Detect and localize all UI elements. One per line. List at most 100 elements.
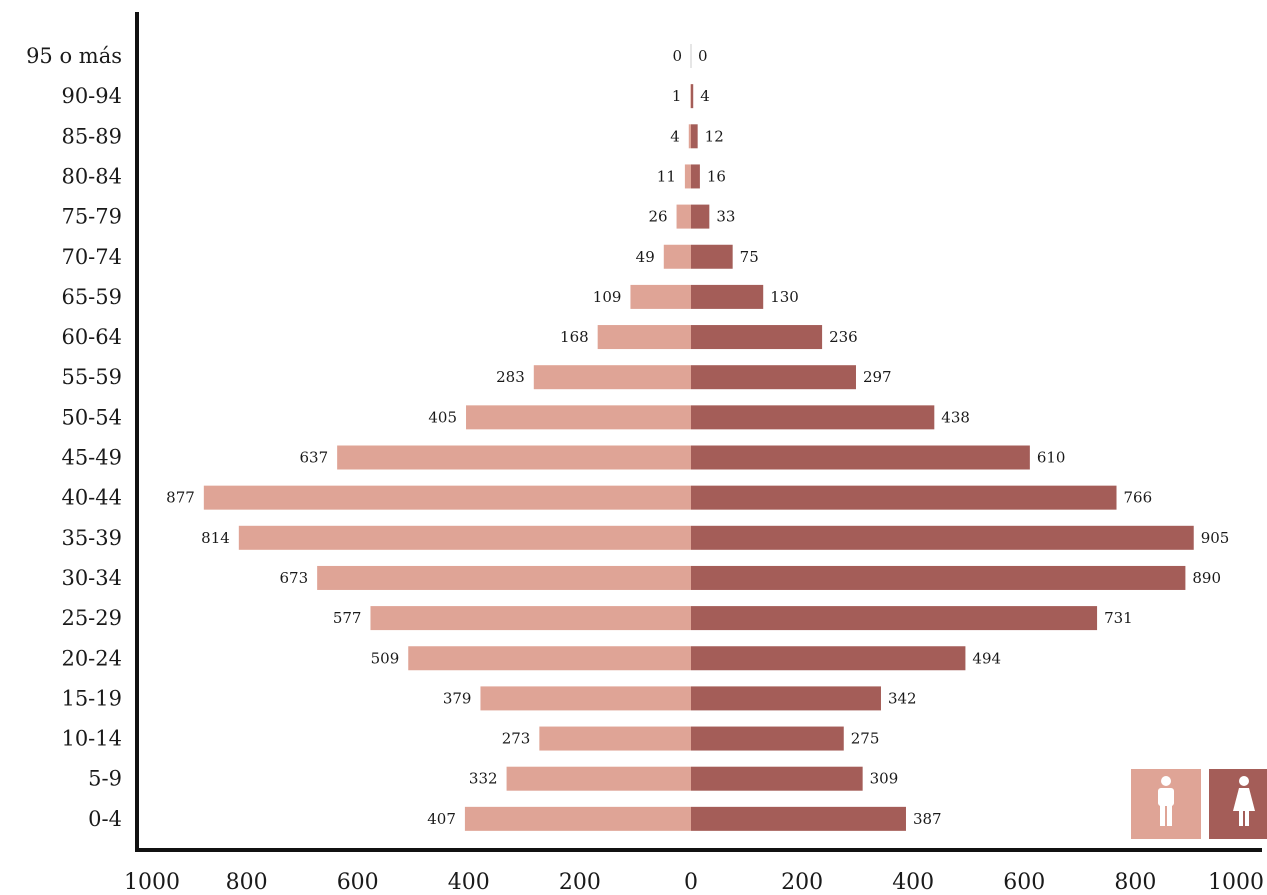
value-label-left: 637 (300, 449, 329, 467)
value-label-right: 494 (972, 649, 1001, 667)
value-label-left: 0 (672, 47, 682, 65)
value-label-right: 16 (707, 167, 726, 185)
bar-left (597, 325, 691, 350)
bar-left (688, 124, 691, 149)
value-label-right: 4 (700, 87, 710, 105)
value-label-left: 407 (427, 810, 456, 828)
x-tick-label: 1000 (1208, 870, 1264, 895)
value-label-right: 438 (941, 408, 970, 426)
x-tick-label: 600 (1003, 870, 1045, 895)
age-labels-layer: 95 o más 90-94 85-89 80-84 75-79 70-74 65-59 60… (26, 44, 122, 831)
value-label-right: 130 (770, 288, 799, 306)
bar-right (691, 284, 764, 309)
bar-left (533, 365, 691, 390)
bar-right (691, 124, 698, 149)
age-group-label: 45-49 (61, 446, 122, 470)
value-label-right: 309 (870, 770, 899, 788)
bar-left (317, 565, 691, 590)
age-group-label: 55-59 (61, 365, 122, 389)
bar-right (691, 565, 1186, 590)
male-icon (1158, 776, 1174, 826)
bar-right (691, 365, 856, 390)
x-tick-label: 200 (781, 870, 823, 895)
value-label-left: 11 (657, 167, 676, 185)
value-label-left: 1 (672, 87, 682, 105)
bars-layer (203, 44, 1194, 831)
age-group-label: 50-54 (61, 405, 122, 429)
bar-right (691, 164, 700, 189)
x-tick-label: 1000 (124, 870, 180, 895)
bar-right (691, 806, 906, 831)
x-tick-label: 400 (448, 870, 490, 895)
bar-left (480, 686, 691, 711)
bar-left (238, 525, 691, 550)
value-label-left: 379 (443, 689, 472, 707)
bar-left (408, 646, 691, 671)
value-label-right: 12 (705, 127, 724, 145)
tick-labels-layer: 1000 800 600 400 200 0 200 400 600 800 1000 (124, 870, 1264, 895)
age-group-label: 85-89 (61, 124, 122, 148)
value-label-left: 168 (560, 328, 589, 346)
x-tick-label: 800 (226, 870, 268, 895)
bar-right (691, 405, 935, 430)
bar-left (466, 405, 691, 430)
age-group-label: 60-64 (61, 325, 122, 349)
value-label-left: 49 (636, 248, 655, 266)
value-label-right: 610 (1037, 449, 1066, 467)
value-label-left: 877 (166, 489, 195, 507)
bar-right (691, 525, 1194, 550)
value-label-left: 814 (201, 529, 230, 547)
female-icon (1233, 776, 1255, 826)
bar-right (691, 84, 694, 109)
value-label-left: 26 (648, 208, 667, 226)
value-label-left: 673 (280, 569, 309, 587)
bar-right (691, 325, 823, 350)
value-label-right: 731 (1104, 609, 1133, 627)
age-group-label: 95 o más (26, 44, 122, 68)
bar-right (691, 485, 1117, 510)
bar-left (663, 244, 691, 269)
age-group-label: 80-84 (61, 164, 122, 188)
bar-right (691, 646, 966, 671)
legend-male (1131, 769, 1201, 839)
bar-right (691, 726, 844, 751)
bar-left (539, 726, 691, 751)
age-group-label: 30-34 (61, 566, 122, 590)
value-label-right: 0 (698, 47, 708, 65)
value-label-left: 273 (502, 730, 531, 748)
bar-left (690, 84, 691, 109)
bar-right (691, 244, 733, 269)
value-label-right: 236 (829, 328, 858, 346)
value-label-right: 342 (888, 689, 917, 707)
age-group-label: 10-14 (61, 727, 122, 751)
x-tick-label: 800 (1114, 870, 1156, 895)
age-group-label: 15-19 (61, 686, 122, 710)
value-label-right: 387 (913, 810, 942, 828)
value-label-left: 4 (670, 127, 680, 145)
value-label-right: 766 (1124, 489, 1153, 507)
age-group-label: 20-24 (61, 646, 122, 670)
value-label-right: 275 (851, 730, 880, 748)
age-group-label: 70-74 (61, 245, 122, 269)
axes-layer (135, 12, 1262, 852)
age-group-label: 35-39 (61, 526, 122, 550)
bar-left (506, 766, 691, 791)
bar-left (370, 606, 691, 631)
x-tick-label: 200 (559, 870, 601, 895)
value-label-left: 283 (496, 368, 525, 386)
value-label-right: 890 (1192, 569, 1221, 587)
value-label-right: 905 (1201, 529, 1230, 547)
value-label-right: 33 (716, 208, 735, 226)
bar-right (691, 766, 863, 791)
bar-left (684, 164, 691, 189)
x-tick-label: 600 (337, 870, 379, 895)
age-group-label: 75-79 (61, 205, 122, 229)
x-tick-label: 400 (892, 870, 934, 895)
age-group-label: 25-29 (61, 606, 122, 630)
bar-left (203, 485, 691, 510)
legend (1131, 769, 1267, 839)
bar-right (691, 686, 881, 711)
legend-female (1209, 769, 1267, 839)
